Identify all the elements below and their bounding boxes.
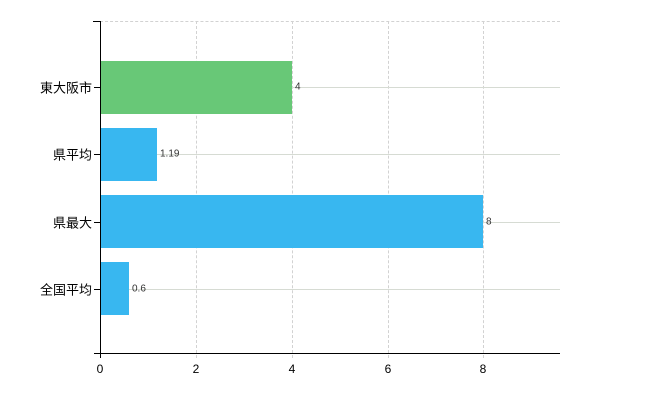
value-label: 1.19 xyxy=(160,148,180,160)
category-tick xyxy=(94,289,100,290)
v-gridline xyxy=(196,21,197,358)
bar[interactable] xyxy=(101,262,129,315)
value-label: 0.6 xyxy=(132,283,146,295)
category-tick xyxy=(94,222,100,223)
x-tick-label: 6 xyxy=(384,362,392,376)
h-gridline xyxy=(100,87,560,88)
bar[interactable] xyxy=(101,195,483,248)
v-gridline xyxy=(388,21,389,358)
x-tick-label: 2 xyxy=(192,362,200,376)
plot-top-border xyxy=(100,21,560,22)
category-label: 県最大 xyxy=(52,215,92,231)
category-tick xyxy=(94,154,100,155)
category-label: 東大阪市 xyxy=(39,80,92,96)
x-axis xyxy=(94,353,560,354)
bar[interactable] xyxy=(101,61,292,114)
category-label: 全国平均 xyxy=(39,282,92,298)
v-gridline xyxy=(483,21,484,358)
x-tick-label: 4 xyxy=(288,362,296,376)
h-gridline xyxy=(100,289,560,290)
v-gridline xyxy=(292,21,293,358)
category-tick xyxy=(94,87,100,88)
y-axis-top-tick xyxy=(93,21,100,22)
category-label: 県平均 xyxy=(52,147,92,163)
value-label: 8 xyxy=(486,216,492,228)
y-axis xyxy=(100,21,101,358)
h-gridline xyxy=(100,154,560,155)
x-tick-label: 0 xyxy=(96,362,104,376)
x-tick-label: 8 xyxy=(479,362,487,376)
value-label: 4 xyxy=(295,81,301,93)
bar[interactable] xyxy=(101,128,157,181)
